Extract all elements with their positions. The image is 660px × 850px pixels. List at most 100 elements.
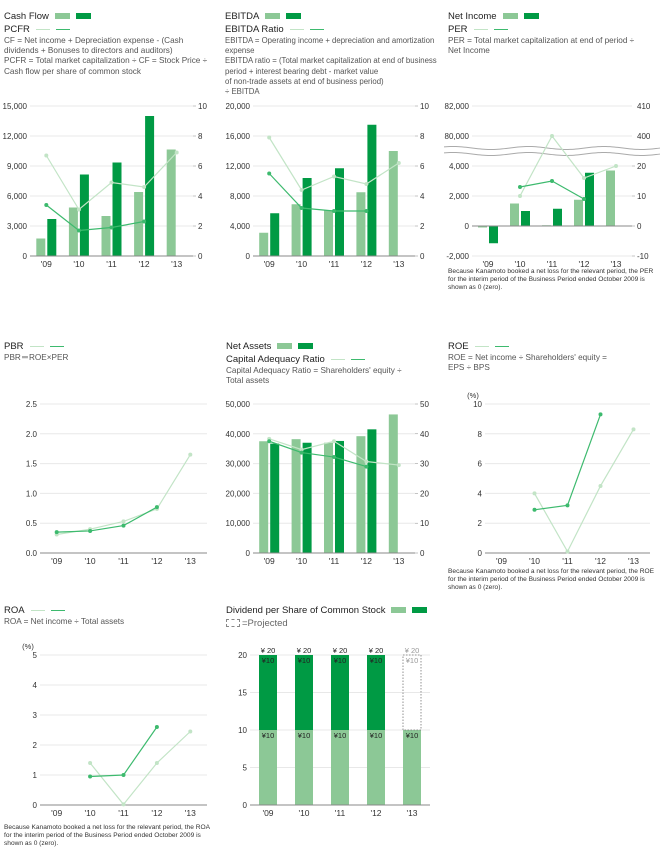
x-tick-label: '13 [393,556,404,566]
y2-tick-label: 6 [198,162,203,171]
legend-pcfr: PCFR [4,23,224,36]
bar [291,439,301,553]
chart-cashflow: 0 0 3,000 2 6,000 4 9,000 6 12,000 8 15,000 10 '09 '1… [3,102,208,269]
data-point [582,197,586,201]
bar [331,655,349,730]
bar-total-label: ¥ 20 [369,646,384,655]
y2-tick-label: 20 [637,162,646,171]
bar [134,192,144,256]
x-tick-label: '12 [578,259,589,269]
x-tick-label: '11 [562,556,573,566]
legend-label: ROA [4,605,25,616]
x-tick-label: '12 [361,556,372,566]
data-point [267,439,272,444]
panel-netincome: Net Income PER PER = Total market capita… [448,10,660,56]
y-tick-label: 2.0 [26,430,38,439]
x-tick-label: '13 [628,556,639,566]
bar [478,226,487,228]
data-point [299,206,304,210]
bar [367,429,377,553]
data-point [518,194,522,198]
panel-cashflow: Cash Flow PCFR CF = Net income + Depreci… [4,10,224,77]
y2-tick-label: 8 [198,132,203,141]
bar-projected [402,654,422,731]
y2-tick-label: 10 [420,519,429,528]
legend-netassets: Net Assets [226,340,446,353]
formula-line: of non-trade assets at end of business p… [225,76,384,86]
bar [36,238,46,256]
bar [295,730,313,805]
legend-label: EBITDA Ratio [225,24,284,35]
bar [489,226,498,244]
data-point [396,161,401,165]
chart-roa: 0 1 2 3 4 5 '09 '10 '11 '12 '13 (%) [22,642,207,818]
swatch-light [502,13,518,20]
y-tick-label: 2 [33,741,38,750]
data-point [154,725,159,729]
formula: ROE = Net income ÷ Shareholders' equity … [448,353,660,373]
series-line [533,429,635,553]
y2-tick-label: 4 [420,192,425,201]
y2-tick-label: 0 [420,252,425,261]
y-tick-label: 2.5 [26,400,38,409]
bar-value-label: ¥10 [406,731,419,740]
data-point [518,185,522,189]
bar-total-label: ¥ 20 [261,646,276,655]
bar [606,170,615,226]
x-tick-label: '11 [335,808,346,818]
legend-dividend: Dividend per Share of Common Stock [226,604,466,617]
bar [259,441,269,553]
bar-value-label: ¥10 [262,731,275,740]
data-point [532,507,537,512]
y-tick-label: 6,000 [7,192,28,201]
x-tick-label: '13 [406,808,417,818]
data-point [121,523,126,528]
data-point [614,164,618,168]
panel-dividend: Dividend per Share of Common Stock =Proj… [226,604,466,630]
bar [302,178,312,256]
note-per: Because Kanamoto booked a net loss for t… [448,268,654,292]
bar [356,436,366,553]
bar-value-label: ¥10 [334,656,347,665]
data-point [154,505,159,510]
data-point [565,549,570,554]
y2-tick-label: -10 [637,252,649,261]
x-tick-label: '12 [370,808,381,818]
bar [388,151,398,256]
formula-line: EBITDA = Operating income + depreciation… [225,36,435,45]
bar [367,655,385,730]
bar [521,211,530,226]
bar [166,149,176,256]
y-tick-label: 3 [33,711,38,720]
bar [324,442,333,553]
bar [145,116,155,256]
formula-line: Capital Adequacy Ratio = Shareholders' e… [226,366,402,375]
y-tick-label: 15 [238,689,247,698]
legend-ebitda-ratio: EBITDA Ratio [225,23,445,36]
bar-total-label: ¥ 20 [405,646,420,655]
formula-line: expense [225,46,255,56]
y-tick-label: 20,000 [226,102,251,111]
y-tick-label: 2 [478,519,483,528]
chart-roe: 0 2 4 6 8 10 '09 '10 '11 '12 '13 (%) [467,391,650,566]
bar [553,208,562,226]
data-point [550,134,554,138]
swatch-dark [75,13,91,20]
line-swatch-dark [309,28,324,30]
line-swatch-dark [494,345,509,347]
series-line [269,440,367,468]
legend-label: EBITDA [225,11,260,22]
panel-pbr: PBR PBR＝ROE×PER [4,340,224,363]
bar [335,168,344,256]
y-tick-label: 80,000 [445,132,470,141]
y2-tick-label: 8 [420,132,425,141]
legend-ebitda: EBITDA [225,10,445,23]
panel-roe: ROE ROE = Net income ÷ Shareholders' equ… [448,340,660,373]
chart-ebitda: 0 0 4,000 2 8,000 4 12,000 6 16,000 8 20,000 10 '09 '… [226,102,430,269]
formula: EBITDA = Operating income + depreciation… [225,36,445,97]
data-point [299,450,304,455]
series-line [56,506,158,533]
bar-value-label: ¥10 [262,656,275,665]
panel-ebitda: EBITDA EBITDA Ratio EBITDA = Operating i… [225,10,445,97]
